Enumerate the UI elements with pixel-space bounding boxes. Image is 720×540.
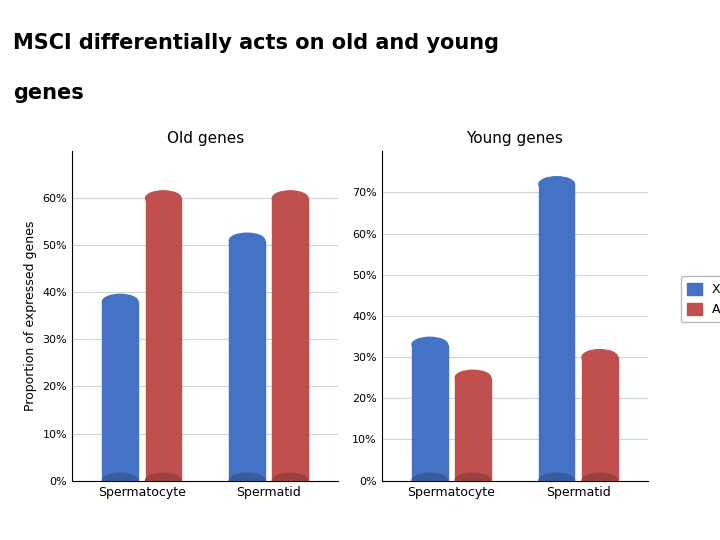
Ellipse shape	[539, 177, 575, 192]
Ellipse shape	[145, 191, 181, 206]
Ellipse shape	[272, 473, 308, 488]
Ellipse shape	[412, 473, 448, 488]
Bar	[272, 198, 308, 481]
Ellipse shape	[145, 473, 181, 488]
Legend: X, A: X, A	[681, 276, 720, 322]
Text: genes: genes	[13, 83, 84, 103]
Ellipse shape	[582, 350, 618, 364]
Bar	[102, 302, 138, 481]
Ellipse shape	[102, 294, 138, 309]
Title: Old genes: Old genes	[166, 131, 244, 146]
Bar	[539, 184, 575, 481]
Ellipse shape	[455, 473, 491, 488]
Bar	[145, 198, 181, 481]
Ellipse shape	[539, 473, 575, 488]
Title: Young genes: Young genes	[467, 131, 563, 146]
Bar	[229, 241, 265, 481]
Text: MSCI differentially acts on old and young: MSCI differentially acts on old and youn…	[13, 33, 499, 53]
Ellipse shape	[229, 233, 265, 248]
Ellipse shape	[412, 338, 448, 352]
Ellipse shape	[582, 473, 618, 488]
Ellipse shape	[229, 473, 265, 488]
Ellipse shape	[455, 370, 491, 385]
Ellipse shape	[272, 191, 308, 206]
Bar	[582, 357, 618, 481]
Ellipse shape	[102, 473, 138, 488]
Bar	[455, 377, 491, 481]
Bar	[412, 345, 448, 481]
Y-axis label: Proportion of expressed genes: Proportion of expressed genes	[24, 221, 37, 411]
